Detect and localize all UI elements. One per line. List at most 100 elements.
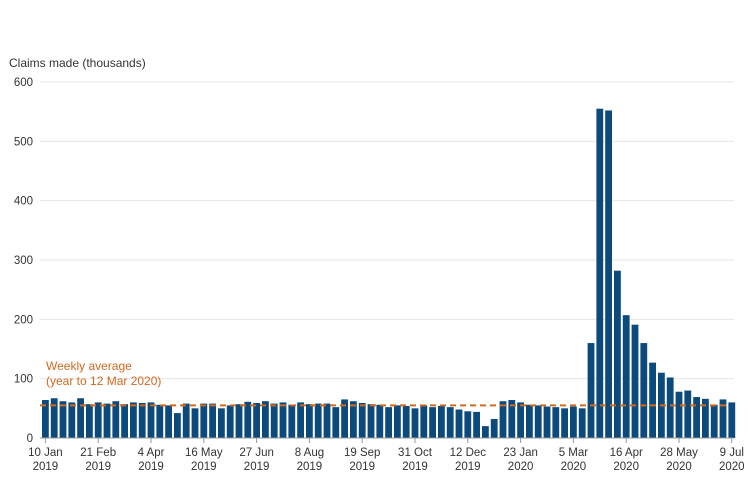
bar (702, 398, 709, 438)
x-tick-label-year: 2020 (508, 461, 534, 473)
x-tick-label-year: 2019 (138, 461, 164, 473)
bar (728, 402, 736, 438)
x-tick-label-year: 2019 (191, 461, 217, 473)
bar (314, 403, 322, 438)
bar (262, 401, 269, 438)
bar (112, 401, 120, 438)
x-tick-label-year: 2019 (85, 461, 111, 473)
bar (323, 403, 331, 438)
bar (253, 402, 260, 438)
bar (508, 400, 516, 438)
x-tick-label: 8 Aug (295, 447, 324, 459)
bar (200, 403, 208, 438)
bar (438, 405, 445, 438)
bar (218, 408, 225, 438)
bar (614, 270, 621, 438)
bar (455, 409, 463, 438)
x-tick-label-year: 2020 (613, 461, 639, 473)
bar (482, 426, 489, 438)
bar (244, 401, 252, 438)
bar (288, 404, 296, 438)
bar (684, 390, 692, 438)
bar (103, 403, 111, 438)
bar (270, 403, 278, 438)
bar (473, 411, 480, 438)
bar (666, 377, 674, 438)
bar (341, 399, 348, 438)
bar (622, 315, 630, 438)
bar (490, 419, 498, 438)
bar (77, 398, 84, 438)
bar (350, 401, 357, 438)
x-tick-label: 27 Jun (239, 447, 274, 459)
bar (121, 404, 128, 438)
bar (332, 407, 340, 438)
bar (605, 110, 612, 438)
bar (578, 408, 586, 438)
average-annotation-line2: (year to 12 Mar 2020) (46, 374, 161, 388)
x-tick-label-year: 2019 (402, 461, 428, 473)
x-tick-label: 19 Sep (344, 447, 380, 459)
bar (517, 402, 524, 438)
bar (499, 401, 507, 438)
y-tick-label: 0 (27, 433, 33, 445)
bar (174, 413, 181, 438)
x-tick-label: 5 Mar (559, 447, 589, 459)
bar (68, 402, 76, 438)
x-tick-label: 28 May (660, 447, 698, 459)
average-annotation-line1: Weekly average (46, 359, 132, 373)
bar (358, 402, 366, 438)
bar (693, 397, 700, 438)
x-tick-label: 21 Feb (80, 447, 116, 459)
x-tick-label: 16 Apr (610, 447, 643, 459)
bar (631, 324, 639, 438)
bar (464, 411, 472, 438)
bar (306, 404, 313, 438)
bar (675, 391, 683, 438)
bar (182, 403, 190, 438)
y-tick-label: 300 (14, 255, 33, 267)
bar (191, 408, 199, 438)
bar (587, 343, 595, 438)
bar (710, 404, 718, 438)
bar (156, 404, 164, 438)
bar (649, 362, 656, 438)
bar (543, 406, 551, 438)
x-tick-label: 12 Dec (450, 447, 487, 459)
y-tick-label: 600 (14, 77, 33, 89)
x-tick-label-year: 2019 (455, 461, 481, 473)
bar (570, 406, 577, 438)
bar (402, 405, 410, 438)
bar (394, 405, 401, 438)
bars-group (42, 108, 736, 438)
bar (165, 405, 172, 438)
bar (552, 407, 560, 438)
x-tick-label: 16 May (185, 447, 223, 459)
x-tick-label: 31 Oct (398, 447, 433, 459)
y-axis-title: Claims made (thousands) (9, 56, 146, 70)
bar (138, 402, 146, 438)
bar (226, 405, 234, 438)
bar (719, 399, 727, 438)
bar (561, 408, 568, 438)
x-tick-label: 4 Apr (138, 447, 165, 459)
bar (42, 400, 49, 438)
x-tick-label-year: 2020 (719, 461, 745, 473)
y-tick-label: 500 (14, 136, 33, 148)
y-axis-ticks: 0 100 200 300 400 500 600 (14, 77, 33, 445)
x-tick-label: 10 Jan (28, 447, 63, 459)
bar (130, 402, 137, 438)
y-tick-label: 400 (14, 196, 33, 208)
bar (596, 108, 604, 438)
bar (59, 401, 67, 438)
x-axis-ticks: 10 Jan 2019 21 Feb 2019 4 Apr 2019 16 May 2019 2… (28, 438, 745, 473)
bar (367, 404, 375, 438)
x-tick-label-year: 2019 (33, 461, 59, 473)
bar (640, 343, 648, 438)
bar (147, 402, 155, 438)
y-tick-label: 200 (14, 314, 33, 326)
x-tick-label-year: 2020 (561, 461, 587, 473)
gridlines (40, 81, 734, 380)
bar (420, 405, 428, 438)
